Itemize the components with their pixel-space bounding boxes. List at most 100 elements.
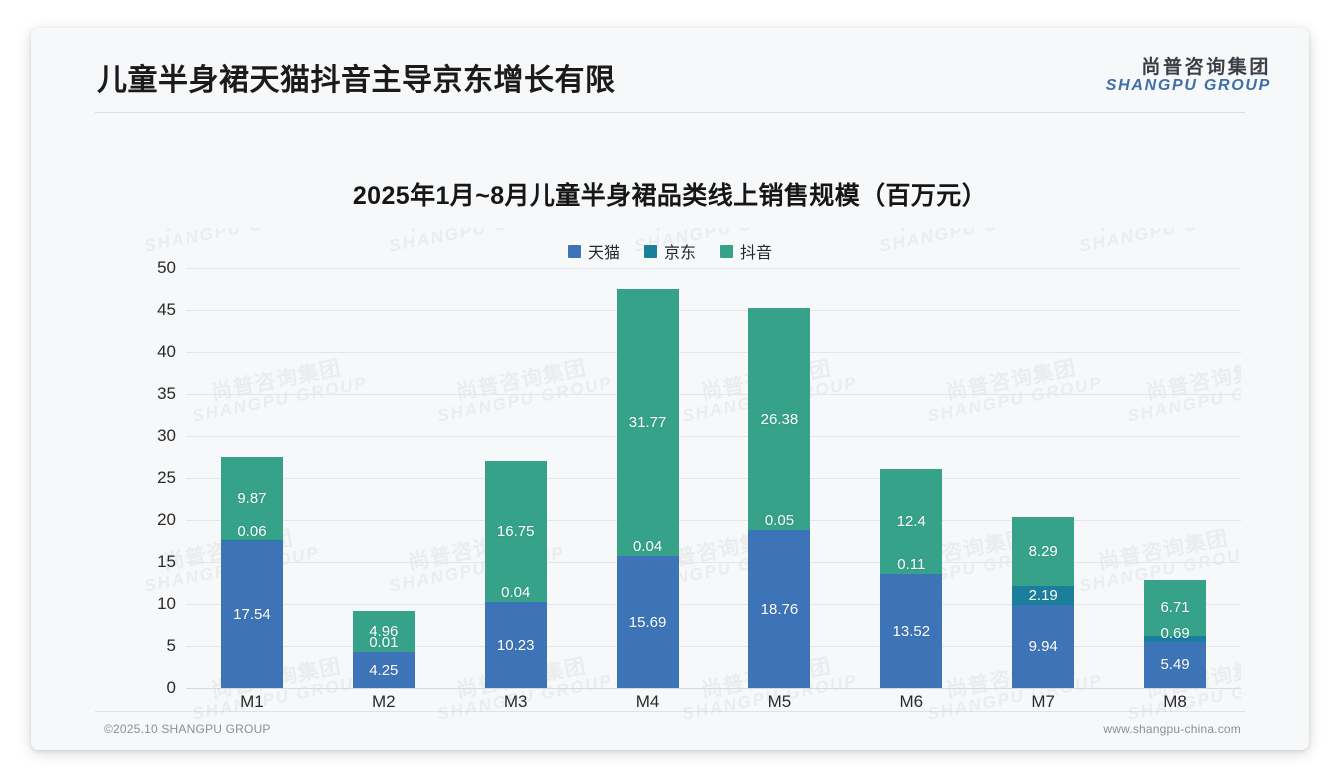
- legend-swatch-icon: [643, 244, 657, 258]
- bar-segment-天猫[interactable]: 13.52: [880, 574, 943, 688]
- y-axis-tick-label: 20: [157, 510, 176, 529]
- gridline: [186, 268, 1241, 269]
- bar-value-label: 9.94: [1028, 637, 1058, 655]
- gridline: [186, 310, 1241, 311]
- brand-name-cn: 尚普咨询集团: [1141, 57, 1271, 78]
- bar-stack: 8.29 2.19 9.94: [1012, 516, 1075, 688]
- legend-label: 天猫: [587, 245, 620, 262]
- x-axis: M1 M2 M3 M4 M5 M6 M7 M8: [186, 692, 1241, 712]
- bar-segment-抖音[interactable]: 6.71: [1144, 579, 1207, 637]
- brand-logo: 尚普咨询集团 SHANGPU GROUP: [1105, 57, 1271, 95]
- gridline: [186, 520, 1241, 521]
- x-axis-tick-label: M4: [635, 692, 660, 711]
- y-axis-tick-label: 30: [157, 426, 176, 445]
- bar-segment-抖音[interactable]: 26.38: [748, 308, 811, 531]
- bar-stack: 6.71 0.69 5.49: [1144, 579, 1207, 688]
- bar-value-label: 4.96: [369, 622, 399, 640]
- gridline: [186, 688, 1241, 689]
- x-axis-tick-label: M2: [372, 692, 396, 711]
- bar-column-M7[interactable]: 8.29 2.19 9.94: [977, 268, 1109, 688]
- y-axis-tick-label: 10: [157, 594, 176, 613]
- gridline: [186, 394, 1241, 395]
- page-title: 儿童半身裙天猫抖音主导京东增长有限: [97, 64, 616, 97]
- bar-segment-天猫[interactable]: 5.49: [1144, 641, 1207, 688]
- footer-copyright: ©2025.10 SHANGPU GROUP: [104, 722, 271, 736]
- y-axis: 0 5 10 15 20 25 30 35 40 45 50: [131, 258, 186, 697]
- bar-value-label: 0.06: [237, 522, 267, 540]
- bar-column-M8[interactable]: 6.71 0.69 5.49: [1109, 268, 1241, 688]
- bar-value-label: 6.71: [1160, 599, 1190, 617]
- bar-segment-天猫[interactable]: 18.76: [748, 530, 811, 688]
- legend-label: 京东: [663, 245, 696, 262]
- bar-value-label: 5.49: [1160, 656, 1190, 674]
- bar-value-label: 15.69: [628, 613, 667, 631]
- bar-segment-抖音[interactable]: 4.96: [352, 610, 415, 653]
- gridline: [186, 436, 1241, 437]
- y-axis-tick-label: 45: [157, 300, 176, 319]
- bar-value-label: 17.54: [233, 605, 271, 623]
- bar-column-M5[interactable]: 26.38 0.05 18.76: [714, 268, 846, 688]
- bar-value-label: 26.38: [760, 410, 799, 428]
- legend-item-抖音[interactable]: 抖音: [720, 239, 772, 263]
- bar-segment-京东[interactable]: 0.11: [880, 557, 943, 575]
- bar-value-label: 8.29: [1028, 542, 1058, 560]
- legend-item-天猫[interactable]: 天猫: [567, 239, 620, 263]
- bar-segment-天猫[interactable]: 10.23: [484, 602, 547, 688]
- bar-segment-抖音[interactable]: 31.77: [616, 289, 679, 556]
- bar-segment-天猫[interactable]: 17.54: [220, 540, 283, 688]
- bar-segment-抖音[interactable]: 16.75: [484, 461, 547, 602]
- bar-segment-天猫[interactable]: 9.94: [1012, 604, 1075, 688]
- legend-swatch-icon: [720, 244, 733, 258]
- bar-stack: 31.77 0.04 15.69: [616, 289, 679, 688]
- legend-swatch-icon: [567, 244, 581, 258]
- y-axis-tick-label: 35: [157, 384, 176, 403]
- bar-column-M1[interactable]: 9.87 0.06 17.54: [186, 268, 318, 688]
- x-axis-tick-label: M6: [899, 692, 924, 711]
- bar-segment-抖音[interactable]: 9.87: [220, 457, 283, 541]
- legend-item-京东[interactable]: 京东: [643, 239, 696, 263]
- bar-segment-京东[interactable]: 0.06: [220, 524, 283, 541]
- gridline: [186, 478, 1241, 479]
- x-axis-tick-label: M5: [767, 692, 792, 711]
- x-axis-tick-label: M7: [1031, 692, 1055, 711]
- bar-stack: 9.87 0.06 17.54: [220, 457, 283, 688]
- bar-column-M2[interactable]: 4.96 0.01 4.25: [318, 268, 450, 688]
- bar-column-M4[interactable]: 31.77 0.04 15.69: [582, 268, 714, 688]
- y-axis-tick-label: 15: [157, 552, 176, 571]
- y-axis-tick-label: 50: [157, 258, 176, 277]
- y-axis-tick-label: 5: [166, 636, 176, 655]
- bar-column-M3[interactable]: 16.75 0.04 10.23: [450, 268, 582, 688]
- gridline: [186, 352, 1241, 353]
- bar-segment-抖音[interactable]: 8.29: [1012, 516, 1075, 587]
- brand-name-en: SHANGPU GROUP: [1105, 77, 1271, 95]
- bar-segment-京东[interactable]: 0.69: [1144, 626, 1207, 642]
- card-header: 儿童半身裙天猫抖音主导京东增长有限 尚普咨询集团 SHANGPU GROUP: [31, 28, 1309, 113]
- bar-segment-京东[interactable]: 2.19: [1012, 586, 1075, 605]
- y-axis-tick-label: 0: [166, 678, 176, 697]
- x-axis-tick-label: M3: [503, 692, 528, 711]
- gridline: [186, 604, 1241, 605]
- watermark-text-cn: 尚普咨询集团: [874, 228, 1053, 238]
- bar-value-label: 4.25: [369, 661, 399, 679]
- footer-divider: [95, 711, 1245, 712]
- bar-segment-天猫[interactable]: 15.69: [616, 556, 679, 688]
- bar-value-label: 0.11: [897, 556, 926, 574]
- bar-value-label: 12.4: [896, 512, 926, 530]
- bar-value-label: 10.23: [496, 636, 535, 654]
- footer-website: www.shangpu-china.com: [1103, 722, 1241, 736]
- bar-stack: 12.4 0.11 13.52: [880, 469, 943, 688]
- bar-value-label: 31.77: [628, 413, 667, 431]
- bar-column-M6[interactable]: 12.4 0.11 13.52: [845, 268, 977, 688]
- watermark-text-cn: 尚普咨询集团: [384, 228, 563, 238]
- chart-card: 儿童半身裙天猫抖音主导京东增长有限 尚普咨询集团 SHANGPU GROUP 2…: [31, 28, 1309, 750]
- bar-stack: 26.38 0.05 18.76: [748, 308, 811, 688]
- bar-value-label: 16.75: [496, 522, 535, 540]
- watermark-text-cn: 尚普咨询集团: [629, 228, 808, 238]
- bar-segment-抖音[interactable]: 12.4: [880, 469, 943, 574]
- bar-series-container: 9.87 0.06 17.54 4.96 0.01 4.25 16.75 0.04 10.23 3…: [186, 268, 1241, 688]
- bar-segment-天猫[interactable]: 4.25: [352, 652, 415, 688]
- chart-title: 2025年1月~8月儿童半身裙品类线上销售规模（百万元）: [352, 182, 988, 210]
- bar-value-label: 0.04: [501, 584, 531, 602]
- legend-label: 抖音: [740, 245, 773, 262]
